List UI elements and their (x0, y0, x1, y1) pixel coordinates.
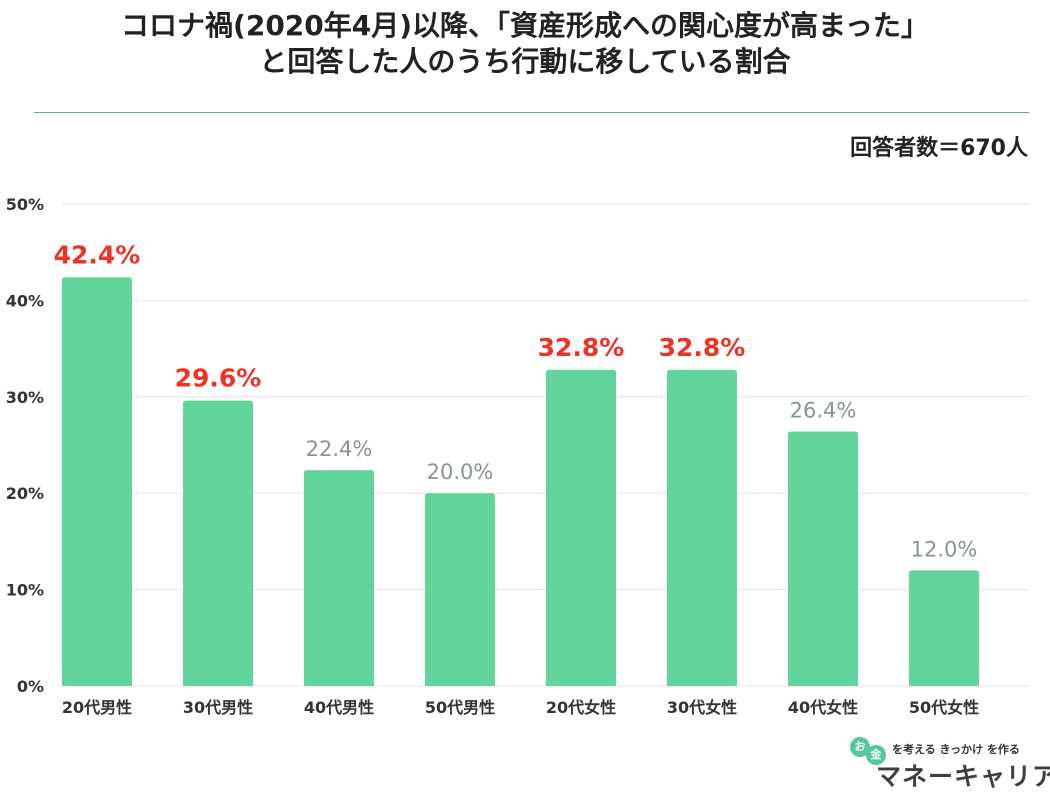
bar (62, 277, 132, 686)
x-tick-label: 40代女性 (788, 698, 858, 717)
data-label: 22.4% (306, 437, 373, 461)
chart-title: コロナ禍(2020年4月)以降、「資産形成への関心度が高まった」 と回答した人の… (0, 8, 1050, 80)
bar (546, 369, 616, 686)
logo-circle-2: 金 (866, 745, 886, 765)
x-tick-label: 50代女性 (909, 698, 979, 717)
bar (425, 493, 495, 686)
respondent-count: 回答者数＝670人 (850, 136, 1028, 161)
y-tick-label: 50% (6, 195, 44, 214)
bar (304, 470, 374, 686)
y-tick-label: 20% (6, 484, 44, 503)
logo-circle-1: お (850, 737, 870, 757)
x-tick-label: 30代男性 (183, 698, 253, 717)
y-tick-label: 10% (6, 581, 44, 600)
y-tick-label: 30% (6, 388, 44, 407)
data-label: 29.6% (175, 364, 262, 393)
data-label: 32.8% (538, 333, 625, 362)
data-label: 32.8% (659, 333, 746, 362)
x-tick-label: 30代女性 (667, 698, 737, 717)
bar-chart: 0% 10% 20% 30% 40% 50% 42.4% 20代男性 29.6% 30代男性 22.… (6, 195, 1030, 717)
logo-tagline: を考える きっかけ を作る (892, 743, 1020, 756)
data-label: 42.4% (54, 240, 141, 269)
bar (183, 400, 253, 686)
data-label: 12.0% (911, 537, 978, 561)
data-label: 20.0% (427, 460, 494, 484)
brand-logo: お 金 を考える きっかけ を作る マネーキャリア (850, 735, 1050, 791)
logo-mark: お 金 (850, 735, 890, 765)
x-tick-label: 50代男性 (425, 698, 495, 717)
bar (788, 431, 858, 686)
logo-name: マネーキャリア (876, 762, 1050, 791)
bar (667, 369, 737, 686)
x-tick-label: 20代男性 (62, 698, 132, 717)
data-label: 26.4% (790, 399, 857, 423)
x-tick-label: 40代男性 (304, 698, 374, 717)
title-divider (34, 112, 1029, 113)
chart-title-line2: と回答した人のうち行動に移している割合 (259, 45, 791, 78)
chart-title-line1: コロナ禍(2020年4月)以降、「資産形成への関心度が高まった」 (121, 9, 929, 42)
y-tick-label: 40% (6, 291, 44, 310)
x-tick-label: 20代女性 (546, 698, 616, 717)
bar (909, 570, 979, 686)
y-tick-label: 0% (17, 677, 44, 696)
